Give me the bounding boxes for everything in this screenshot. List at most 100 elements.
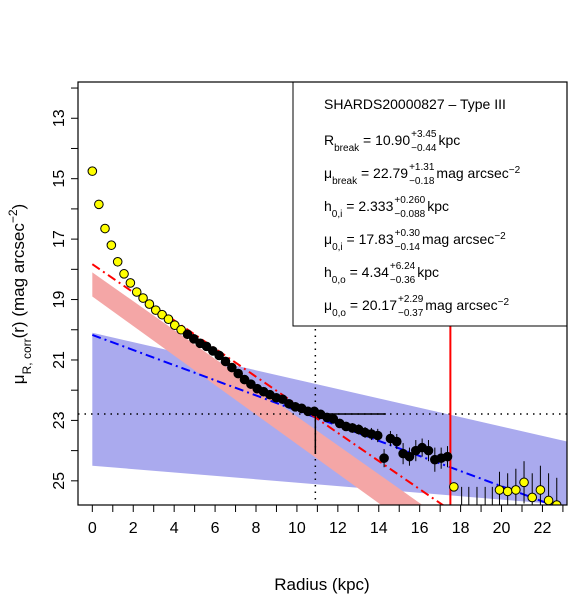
x-tick-label: 10 <box>288 520 306 537</box>
outer-fit-line <box>91 333 556 505</box>
fitted-data-point <box>239 374 250 385</box>
legend-unit: kpc <box>438 132 460 148</box>
x-tick-label: 14 <box>370 520 388 537</box>
legend-minus-error: −0.14 <box>395 242 421 253</box>
fitted-data-point <box>404 451 415 462</box>
fitted-data-point <box>442 451 453 462</box>
excluded-data-point <box>106 240 117 250</box>
excluded-data-point <box>157 309 167 320</box>
excluded-data-point <box>144 299 155 309</box>
legend-row: μ0,o = 20.17 <box>324 297 397 319</box>
excluded-data-point <box>535 485 546 495</box>
legend-unit: mag arcsec−2 <box>425 297 509 314</box>
fitted-data-point <box>391 436 402 447</box>
excluded-data-point <box>112 256 123 267</box>
y-axis: 13 15 17 19 21 23 25 <box>51 87 78 490</box>
legend-unit-text: kpc <box>438 132 460 148</box>
legend-subscript: break <box>334 143 360 154</box>
legend-plus-error: +0.260 <box>394 195 425 206</box>
x-tick-label: 12 <box>329 520 347 537</box>
fitted-data-point <box>220 356 231 367</box>
legend-unit: kpc <box>417 264 439 280</box>
fitted-data-point <box>214 350 224 361</box>
legend-plus-error: +1.31 <box>409 162 435 173</box>
legend-unit-text: mag arcsec <box>425 297 497 313</box>
fitted-data-point <box>201 341 212 352</box>
fitted-data-point <box>379 453 389 463</box>
x-tick-label: 20 <box>493 520 511 537</box>
legend-minus-error: −0.088 <box>394 209 425 220</box>
x-tick-label: 18 <box>452 520 470 537</box>
fitted-data-point <box>182 329 193 340</box>
legend-minus-error: −0.36 <box>390 275 416 286</box>
excluded-data-point <box>169 320 180 331</box>
y-axis-label: μR, corr(r) (mag arcsec−2) <box>6 204 34 384</box>
inner-fit-line <box>91 263 445 505</box>
y-label-superscript: −2 <box>6 209 20 223</box>
legend-row: μ0,i = 17.83 <box>324 231 394 253</box>
legend-unit-text: mag arcsec <box>422 231 494 247</box>
y-label-text: (r) (mag arcsec <box>9 223 28 339</box>
legend-row: μbreak = 22.79 <box>324 165 408 187</box>
excluded-data-point <box>494 485 505 495</box>
data-points <box>87 166 562 505</box>
excluded-data-point <box>176 324 186 335</box>
legend-plus-error: +2.29 <box>398 294 424 305</box>
excluded-data-point <box>131 287 142 297</box>
x-tick-label: 22 <box>534 520 552 537</box>
y-label-close: ) <box>9 204 28 210</box>
legend-symbol: μ <box>324 165 332 181</box>
legend-value: = 22.79 <box>357 165 408 181</box>
legend-minus-error: −0.44 <box>411 143 437 154</box>
excluded-data-point <box>527 492 538 503</box>
legend-unit: mag arcsec−2 <box>422 231 506 248</box>
fitted-data-point <box>246 379 256 389</box>
y-tick-label: 19 <box>51 291 68 309</box>
legend-minus-error: −0.18 <box>409 176 435 187</box>
legend-value: = 4.34 <box>346 264 389 280</box>
excluded-data-point <box>87 166 98 176</box>
legend-plus-error: +6.24 <box>390 261 416 272</box>
fitted-data-point <box>328 414 339 424</box>
legend-unit-text: kpc <box>427 198 449 214</box>
legend-plus-error: +3.45 <box>411 129 437 140</box>
legend-unit: kpc <box>427 198 449 214</box>
legend-value: = 10.90 <box>359 132 410 148</box>
y-tick-label: 13 <box>51 109 68 127</box>
y-tick-label: 17 <box>51 230 68 248</box>
excluded-data-point <box>138 293 148 303</box>
x-tick-label: 4 <box>170 520 179 537</box>
x-tick-label: 0 <box>88 520 97 537</box>
excluded-data-point <box>502 486 513 497</box>
y-tick-label: 15 <box>51 170 68 188</box>
legend-minus-error: −0.37 <box>398 308 424 319</box>
legend-unit-text: mag arcsec <box>436 165 508 181</box>
legend-symbol: R <box>324 132 334 148</box>
legend-unit-superscript: −2 <box>494 231 506 242</box>
legend-value: = 2.333 <box>342 198 393 214</box>
inner-fit-band <box>92 272 423 505</box>
excluded-data-point <box>94 199 104 210</box>
legend-unit-superscript: −2 <box>498 297 510 308</box>
legend-unit-superscript: −2 <box>509 165 521 176</box>
legend-title: SHARDS20000827 – Type III <box>324 96 506 112</box>
x-axis: 0 2 4 6 8 10 12 14 16 18 20 22 <box>88 505 564 537</box>
excluded-data-point <box>551 500 562 505</box>
excluded-data-point <box>100 223 110 234</box>
y-label-symbol: μ <box>9 374 28 384</box>
fitted-data-point <box>372 430 383 441</box>
legend-plus-error: +0.30 <box>395 228 421 239</box>
legend-box <box>292 81 568 327</box>
excluded-data-point <box>150 305 161 315</box>
excluded-data-point <box>163 314 174 324</box>
y-tick-label: 21 <box>51 351 68 369</box>
legend-symbol: h <box>324 198 332 214</box>
legend-subscript: 0,i <box>332 209 343 220</box>
legend-symbol: μ <box>324 231 332 247</box>
excluded-data-point <box>543 495 554 505</box>
fitted-data-point <box>189 334 199 344</box>
excluded-data-point <box>519 477 529 488</box>
legend-subscript: break <box>332 176 358 187</box>
